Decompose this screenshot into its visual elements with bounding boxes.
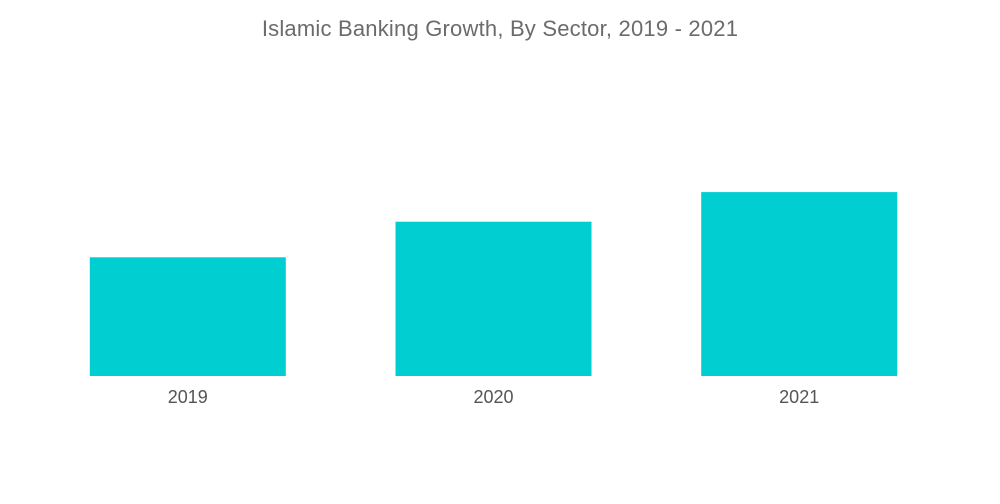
chart-title: Islamic Banking Growth, By Sector, 2019 … — [261, 16, 739, 41]
x-tick-label-2021: 2021 — [779, 387, 819, 407]
bar-2019 — [89, 257, 286, 376]
bar-2021 — [701, 192, 898, 376]
x-tick-label-2020: 2020 — [473, 387, 513, 407]
bars-group — [89, 192, 898, 376]
x-tick-labels-group: 2019 2020 2021 — [168, 387, 819, 407]
bar-2020 — [395, 221, 592, 376]
x-tick-label-2019: 2019 — [168, 387, 208, 407]
